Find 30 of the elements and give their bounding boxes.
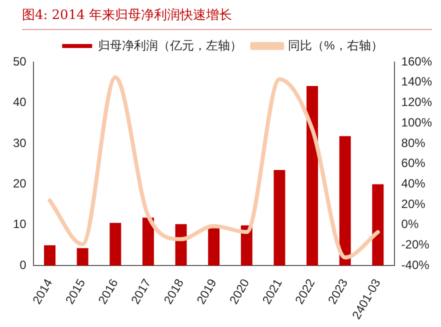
legend-label: 归母净利润（亿元，左轴） xyxy=(98,38,242,52)
bar xyxy=(208,228,220,266)
legend-label: 同比（%，右轴） xyxy=(288,38,383,52)
y2-tick-label: 160% xyxy=(401,54,432,68)
y2-tick-label: 40% xyxy=(401,176,426,191)
y2-tick-label: 140% xyxy=(401,74,432,89)
bar xyxy=(306,86,318,266)
bar xyxy=(339,136,351,266)
y-tick-label: 0 xyxy=(20,258,27,272)
y2-tick-label: 0% xyxy=(401,217,419,232)
y2-tick-label: 120% xyxy=(401,95,432,110)
bar xyxy=(110,222,122,266)
y2-tick-label: 100% xyxy=(401,115,432,130)
y-tick-label: 20 xyxy=(12,176,27,191)
chart-title: 图4: 2014 年来归母净利润快速增长 xyxy=(22,6,432,30)
y-tick-label: 30 xyxy=(12,136,27,150)
bar xyxy=(372,184,384,266)
y2-tick-label: -40% xyxy=(401,258,430,272)
y-tick-label: 40 xyxy=(12,95,27,110)
bar xyxy=(44,245,56,266)
y2-tick-label: 60% xyxy=(401,156,426,170)
bar xyxy=(76,248,88,266)
y2-tick-label: -20% xyxy=(401,238,430,252)
y-tick-label: 10 xyxy=(12,217,27,232)
y2-tick-label: 80% xyxy=(401,136,426,150)
bar xyxy=(274,170,286,266)
bar xyxy=(142,218,154,266)
y2-tick-label: 20% xyxy=(401,196,426,211)
line-series xyxy=(48,75,380,260)
y-tick-label: 50 xyxy=(12,54,27,68)
